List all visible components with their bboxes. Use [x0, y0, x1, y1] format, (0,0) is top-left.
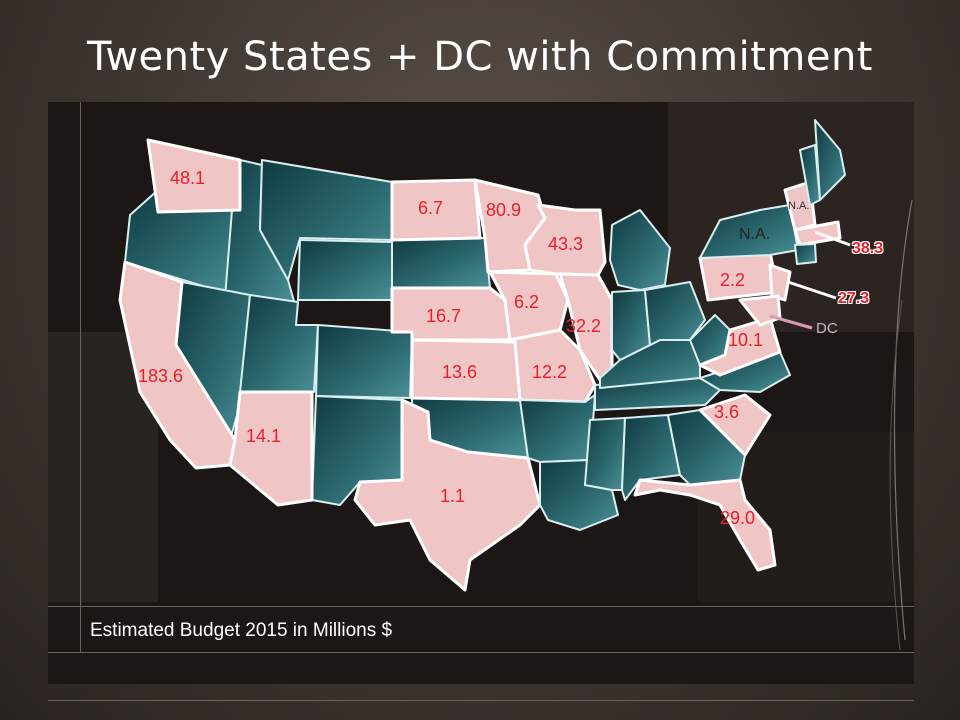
panel-bottom-rule	[48, 700, 914, 701]
value-virginia: 10.1	[728, 330, 764, 350]
panel-divider-vertical	[80, 102, 81, 652]
state-south-carolina	[698, 393, 772, 457]
state-wyoming	[297, 239, 393, 301]
value-minnesota: 80.9	[486, 200, 522, 220]
panel-divider-horizontal	[48, 606, 914, 607]
dc-callout-line	[769, 314, 813, 330]
value-texas: 1.1	[440, 486, 466, 506]
state-colorado	[315, 324, 413, 399]
value-vermont: N.A.	[788, 200, 810, 212]
state-texas	[353, 398, 542, 592]
slide-title: Twenty States + DC with Commitment	[87, 34, 873, 80]
value-washington: 48.1	[170, 168, 206, 188]
decorative-arc-inner	[889, 299, 903, 651]
value-missouri: 12.2	[532, 362, 568, 382]
state-michigan	[609, 209, 671, 291]
value-iowa: 6.2	[514, 292, 540, 312]
value-south-dakota: 6.7	[418, 198, 444, 218]
nj-callout-line	[787, 280, 837, 300]
panel-divider-lower	[48, 652, 914, 653]
value-new-york: N.A.	[739, 226, 771, 243]
state-south-dakota	[390, 178, 482, 242]
state-florida	[633, 478, 777, 572]
value-illinois: 32.2	[566, 316, 602, 336]
value-new-jersey: 27.3	[838, 290, 870, 307]
state-arkansas	[519, 394, 596, 463]
state-new-jersey	[768, 263, 792, 302]
value-california: 183.6	[138, 366, 184, 386]
state-maryland	[738, 294, 782, 327]
decorative-arc	[893, 199, 913, 641]
state-mississippi	[584, 417, 626, 491]
state-connecticut	[794, 243, 817, 265]
label-dc: DC	[816, 320, 838, 337]
state-north-dakota	[391, 237, 491, 289]
state-utah	[239, 294, 319, 393]
value-massachusetts: 38.3	[852, 240, 884, 257]
state-california	[118, 260, 237, 470]
ma-callout-line	[814, 230, 851, 247]
state-maine	[814, 119, 846, 201]
value-kansas: 13.6	[442, 362, 478, 382]
value-florida: 29.0	[720, 508, 756, 528]
value-wisconsin: 43.3	[548, 234, 584, 254]
value-arizona: 14.1	[246, 426, 282, 446]
value-south-carolina: 3.6	[714, 402, 740, 422]
value-nebraska: 16.7	[426, 306, 462, 326]
map-caption: Estimated Budget 2015 in Millions $	[90, 620, 393, 641]
value-pennsylvania: 2.2	[720, 270, 746, 290]
state-arizona	[228, 390, 314, 507]
state-washington	[146, 138, 242, 214]
state-missouri	[508, 328, 597, 404]
